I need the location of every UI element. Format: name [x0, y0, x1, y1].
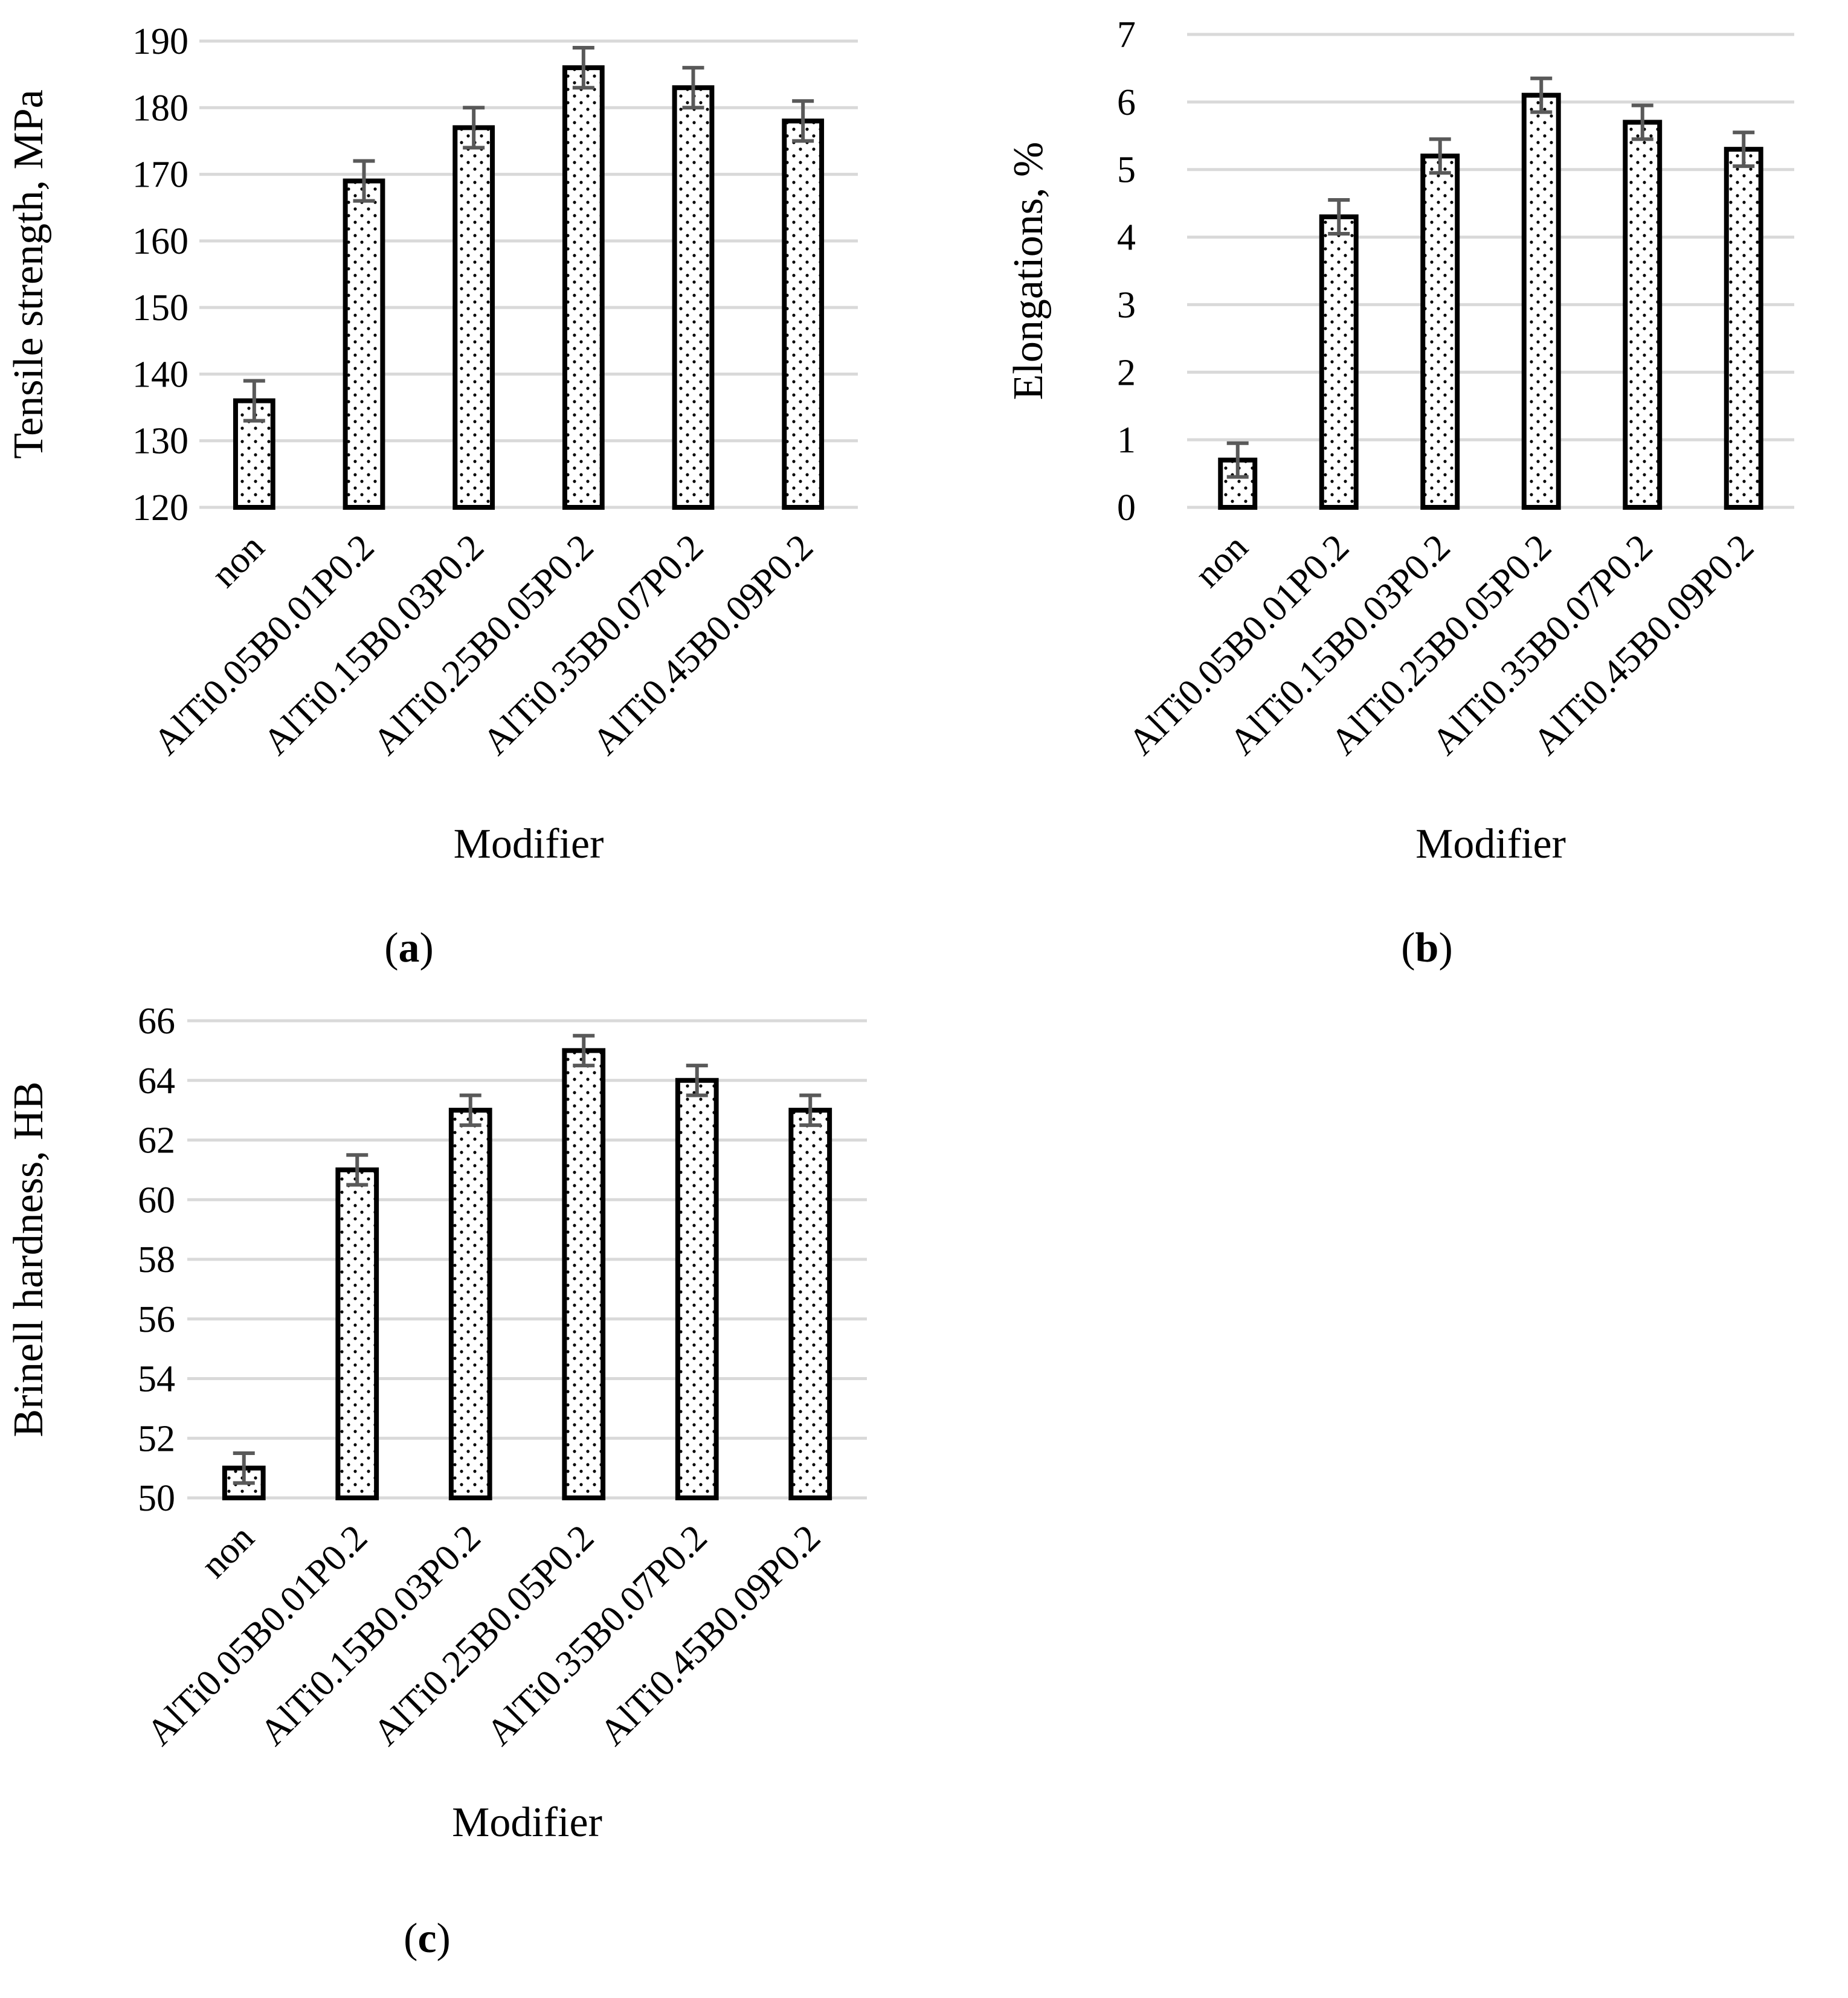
y-tick-label: 62: [138, 1120, 175, 1161]
bar: [562, 65, 605, 510]
y-axis-label: Brinell hardness, HB: [5, 1081, 52, 1437]
bar: [782, 118, 825, 510]
y-tick-label: 66: [138, 1001, 175, 1042]
y-tick-label: 56: [138, 1299, 175, 1340]
bar: [675, 1078, 719, 1500]
x-category-label: AlTi0.35B0.07P0.2: [478, 1517, 715, 1753]
x-axis-label: Modifier: [452, 1799, 602, 1846]
bar: [672, 85, 715, 510]
x-category-label: AlTi0.25B0.05P0.2: [365, 1517, 602, 1753]
y-axis-label: Elongations, %: [1005, 142, 1052, 400]
y-tick-label: 160: [132, 221, 188, 262]
y-tick-label: 4: [1117, 217, 1136, 259]
bar: [335, 1167, 379, 1500]
bar: [1521, 92, 1561, 510]
panel-label-a: (a): [384, 925, 434, 971]
bar: [1724, 147, 1763, 510]
panel-label-b: (b): [1401, 925, 1453, 971]
panel-label-c: (c): [404, 1915, 451, 1962]
y-tick-label: 150: [132, 287, 188, 329]
y-tick-label: 170: [132, 155, 188, 196]
y-tick-label: 58: [138, 1239, 175, 1280]
y-tick-label: 2: [1117, 352, 1136, 393]
y-tick-label: 3: [1117, 284, 1136, 326]
y-tick-label: 54: [138, 1359, 175, 1400]
y-tick-label: 52: [138, 1418, 175, 1459]
bar: [788, 1108, 832, 1500]
x-category-label: AlTi0.15B0.03P0.2: [252, 1517, 488, 1753]
x-category-label: AlTi0.05B0.01P0.2: [139, 1517, 375, 1753]
bar: [562, 1048, 606, 1500]
bar: [1420, 153, 1460, 510]
bar: [1623, 120, 1663, 510]
bar: [1319, 214, 1359, 510]
x-category-label: non: [204, 527, 272, 596]
y-tick-label: 0: [1117, 487, 1136, 528]
y-tick-label: 180: [132, 88, 188, 129]
y-tick-label: 120: [132, 487, 188, 528]
bar: [448, 1108, 492, 1500]
y-tick-label: 140: [132, 354, 188, 395]
y-tick-label: 1: [1117, 420, 1136, 461]
x-category-label: non: [193, 1517, 262, 1586]
bar: [452, 125, 495, 510]
y-tick-label: 7: [1117, 14, 1136, 56]
y-tick-label: 130: [132, 421, 188, 462]
y-tick-label: 190: [132, 21, 188, 62]
y-tick-label: 64: [138, 1061, 175, 1102]
y-tick-label: 5: [1117, 150, 1136, 191]
x-category-label: non: [1187, 527, 1256, 596]
y-tick-label: 6: [1117, 82, 1136, 123]
x-axis-label: Modifier: [454, 821, 604, 867]
y-axis-label: Tensile strength, MPa: [5, 89, 52, 458]
bar: [343, 178, 385, 510]
x-axis-label: Modifier: [1415, 821, 1566, 867]
x-category-label: AlTi0.45B0.09P0.2: [592, 1517, 828, 1753]
y-tick-label: 60: [138, 1180, 175, 1221]
y-tick-label: 50: [138, 1478, 175, 1519]
